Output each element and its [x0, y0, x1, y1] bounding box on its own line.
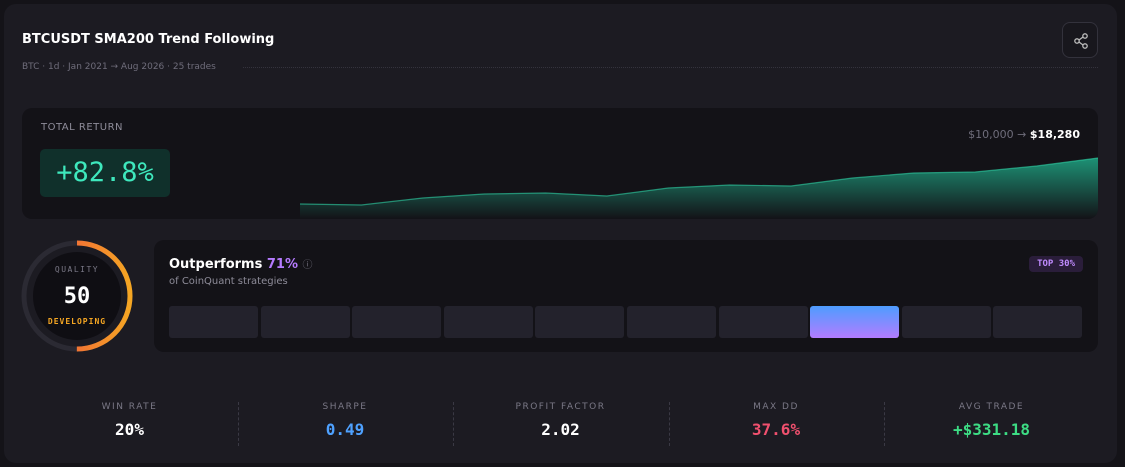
stat-label: WIN RATE — [101, 402, 158, 412]
percentile-value: 71% — [266, 257, 298, 272]
share-button[interactable] — [1062, 22, 1098, 58]
stat-value: 37.6% — [751, 420, 801, 439]
percentile-segment — [627, 306, 716, 338]
info-icon[interactable]: ⓘ — [302, 260, 313, 271]
stat: MAX DD 37.6% — [669, 402, 884, 439]
gauge-center — [33, 252, 121, 340]
share-icon — [1074, 33, 1088, 49]
quality-gauge: QUALITY 50 DEVELOPING — [21, 240, 133, 352]
stat: WIN RATE 20% — [22, 402, 237, 439]
outperforms: Outperforms — [169, 257, 263, 272]
return-panel: TOTAL RETURN +82.8% $10,000 → $18,280 — [22, 108, 1098, 219]
percentile-marker — [810, 306, 900, 338]
stat-divider — [237, 402, 239, 446]
percentile-title: Outperforms 71% ⓘ — [169, 256, 313, 272]
start-equity: $10,000 — [968, 128, 1014, 141]
card — [4, 4, 1117, 463]
stat-divider — [453, 402, 454, 446]
quality-label: QUALITY — [55, 265, 99, 274]
percentile-segment — [169, 306, 258, 338]
percentile-segment — [443, 306, 533, 338]
percentile-segment — [260, 306, 350, 338]
stat-divider — [668, 402, 670, 446]
equity-line — [299, 157, 1098, 206]
stat-value: 2.02 — [541, 420, 580, 439]
percentile-segment — [901, 306, 991, 338]
equity-range: $10,000 → $18,280 — [968, 128, 1080, 141]
stat-value: +$331.18 — [952, 420, 1031, 439]
return-value: +82.8% — [40, 149, 170, 197]
percentile-segment — [718, 306, 808, 338]
percentile-segment — [535, 306, 625, 338]
stat-label: AVG TRADE — [958, 402, 1025, 412]
stat-value: 20% — [115, 420, 144, 439]
arrow: → — [1017, 128, 1027, 141]
stat: AVG TRADE +$331.18 — [884, 402, 1099, 439]
stat-label: MAX DD — [753, 402, 799, 412]
equity-chart — [299, 157, 1098, 219]
quality-score: 50 — [64, 284, 91, 309]
equity-area — [300, 158, 1098, 219]
subtitle: BTC · 1d · Jan 2021 → Aug 2026 · 25 trad… — [22, 62, 216, 72]
divider — [243, 67, 1098, 68]
percentile-segment — [352, 306, 442, 338]
stat-value: 0.49 — [325, 420, 365, 439]
stat-divider — [884, 402, 885, 446]
stat-label: PROFIT FACTOR — [515, 402, 606, 412]
quality-grade: DEVELOPING — [48, 317, 106, 326]
stat: PROFIT FACTOR 2.02 — [453, 402, 668, 439]
title: BTCUSDT SMA200 Trend Following — [22, 32, 275, 47]
stat: SHARPE 0.49 — [238, 402, 453, 439]
percentile-segment — [993, 306, 1083, 338]
top-badge: TOP 30% — [1029, 256, 1083, 272]
end-equity: $18,280 — [1029, 128, 1080, 141]
gauge-arc — [21, 240, 133, 352]
return-label: TOTAL RETURN — [41, 122, 124, 133]
stat-label: SHARPE — [322, 402, 368, 412]
percentile-subtitle: of CoinQuant strategies — [169, 276, 288, 287]
